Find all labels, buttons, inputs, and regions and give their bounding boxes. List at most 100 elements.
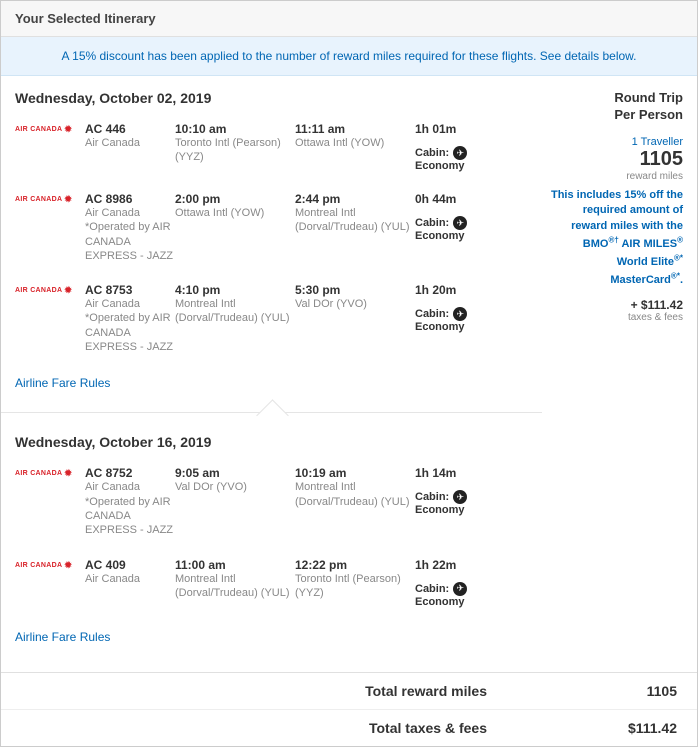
arrival-time: 12:22 pm <box>295 558 415 572</box>
total-miles-row: Total reward miles 1105 <box>1 673 697 710</box>
plane-icon: ✈ <box>453 216 467 230</box>
airline-logo-col: AIR CANADA ✹ <box>15 283 85 296</box>
reg-icon: ® <box>677 235 683 244</box>
operated-by: *Operated by AIR CANADA EXPRESS - JAZZ <box>85 220 175 263</box>
cabin-class: Economy <box>415 230 505 242</box>
fees-label: taxes & fees <box>550 312 683 323</box>
departure-col: 9:05 amVal DOr (YVO) <box>175 466 295 494</box>
arrival-col: 10:19 amMontreal Intl (Dorval/Trudeau) (… <box>295 466 415 509</box>
departure-location: Val DOr (YVO) <box>175 480 295 494</box>
total-fees-value: $111.42 <box>607 720 677 736</box>
discount-banner: A 15% discount has been applied to the n… <box>1 37 697 76</box>
duration: 1h 14m <box>415 466 505 480</box>
flight-info-col: AC 409Air Canada <box>85 558 175 586</box>
maple-leaf-icon: ✹ <box>64 124 72 135</box>
total-fees-row: Total taxes & fees $111.42 <box>1 710 697 746</box>
cabin-label: Cabin: <box>415 583 449 595</box>
airline-logo: AIR CANADA ✹ <box>15 560 85 571</box>
cabin-label: Cabin: <box>415 308 449 320</box>
departure-location: Ottawa Intl (YOW) <box>175 206 295 220</box>
trip-separator <box>1 404 542 420</box>
duration-col: 1h 22m Cabin: ✈Economy <box>415 558 505 608</box>
arrival-location: Toronto Intl (Pearson) (YYZ) <box>295 572 415 601</box>
airline-logo-col: AIR CANADA ✹ <box>15 466 85 479</box>
banner-text: A 15% discount has been applied to the n… <box>61 49 636 63</box>
airline-logo: AIR CANADA ✹ <box>15 124 85 135</box>
cabin-class: Economy <box>415 596 505 608</box>
arrival-time: 2:44 pm <box>295 192 415 206</box>
flight-segment: AIR CANADA ✹AC 8986Air Canada*Operated b… <box>15 186 528 277</box>
flight-segment: AIR CANADA ✹AC 8752Air Canada*Operated b… <box>15 460 528 551</box>
flight-info-col: AC 8753Air Canada*Operated by AIR CANADA… <box>85 283 175 354</box>
trip-type: Round Trip Per Person <box>550 90 683 124</box>
departure-col: 11:00 amMontreal Intl (Dorval/Trudeau) (… <box>175 558 295 601</box>
departure-time: 2:00 pm <box>175 192 295 206</box>
card-airmiles: AIR MILES <box>619 238 677 250</box>
flight-segment: AIR CANADA ✹AC 446Air Canada10:10 amToro… <box>15 116 528 186</box>
itinerary-container: Your Selected Itinerary A 15% discount h… <box>0 0 698 747</box>
airline-logo-col: AIR CANADA ✹ <box>15 192 85 205</box>
arrival-time: 10:19 am <box>295 466 415 480</box>
total-miles-value: 1105 <box>607 683 677 699</box>
discount-suffix: . <box>680 274 683 286</box>
plane-icon: ✈ <box>453 582 467 596</box>
maple-leaf-icon: ✹ <box>64 560 72 571</box>
plane-icon: ✈ <box>453 490 467 504</box>
trip-type-line2: Per Person <box>550 107 683 124</box>
departure-col: 4:10 pmMontreal Intl (Dorval/Trudeau) (Y… <box>175 283 295 326</box>
arrival-location: Montreal Intl (Dorval/Trudeau) (YUL) <box>295 206 415 235</box>
flight-info-col: AC 8752Air Canada*Operated by AIR CANADA… <box>85 466 175 537</box>
cabin-class: Economy <box>415 504 505 516</box>
departure-location: Montreal Intl (Dorval/Trudeau) (YUL) <box>175 572 295 601</box>
airline-logo-col: AIR CANADA ✹ <box>15 558 85 571</box>
discount-prefix: This includes 15% off the required amoun… <box>551 189 683 232</box>
summary-column: Round Trip Per Person 1 Traveller 1105 r… <box>542 76 697 672</box>
header-title: Your Selected Itinerary <box>15 11 156 26</box>
duration-col: 1h 20mCabin: ✈Economy <box>415 283 505 333</box>
plus-fees: + $111.42 <box>550 298 683 312</box>
duration-col: 1h 01mCabin: ✈Economy <box>415 122 505 172</box>
operated-by: *Operated by AIR CANADA EXPRESS - JAZZ <box>85 311 175 354</box>
departure-time: 9:05 am <box>175 466 295 480</box>
departure-time: 11:00 am <box>175 558 295 572</box>
flight-info-col: AC 8986Air Canada*Operated by AIR CANADA… <box>85 192 175 263</box>
duration: 0h 44m <box>415 192 505 206</box>
duration: 1h 01m <box>415 122 505 136</box>
departure-location: Toronto Intl (Pearson) (YYZ) <box>175 136 295 165</box>
departure-time: 10:10 am <box>175 122 295 136</box>
miles-value: 1105 <box>550 148 683 171</box>
duration: 1h 20m <box>415 283 505 297</box>
arrival-col: 5:30 pmVal DOr (YVO) <box>295 283 415 311</box>
maple-leaf-icon: ✹ <box>64 194 72 205</box>
arrival-location: Montreal Intl (Dorval/Trudeau) (YUL) <box>295 480 415 509</box>
miles-label: reward miles <box>550 171 683 182</box>
airline-name: Air Canada <box>85 136 175 150</box>
fare-rules-link[interactable]: Airline Fare Rules <box>15 622 528 658</box>
header: Your Selected Itinerary <box>1 1 697 37</box>
operated-by: *Operated by AIR CANADA EXPRESS - JAZZ <box>85 495 175 538</box>
cabin-class: Economy <box>415 321 505 333</box>
flight-number: AC 8753 <box>85 283 175 297</box>
duration: 1h 22m <box>415 558 505 572</box>
totals-section: Total reward miles 1105 Total taxes & fe… <box>1 672 697 746</box>
departure-col: 2:00 pmOttawa Intl (YOW) <box>175 192 295 220</box>
departure-location: Montreal Intl (Dorval/Trudeau) (YUL) <box>175 297 295 326</box>
flight-info-col: AC 446Air Canada <box>85 122 175 150</box>
flight-segment: AIR CANADA ✹AC 8753Air Canada*Operated b… <box>15 277 528 368</box>
airline-logo: AIR CANADA ✹ <box>15 468 85 479</box>
airline-name: Air Canada <box>85 297 175 311</box>
maple-leaf-icon: ✹ <box>64 468 72 479</box>
duration-col: 1h 14mCabin: ✈Economy <box>415 466 505 516</box>
flight-number: AC 409 <box>85 558 175 572</box>
duration-col: 0h 44m Cabin: ✈Economy <box>415 192 505 242</box>
departure-col: 10:10 amToronto Intl (Pearson) (YYZ) <box>175 122 295 165</box>
total-miles-label: Total reward miles <box>365 683 487 699</box>
arrival-col: 12:22 pmToronto Intl (Pearson) (YYZ) <box>295 558 415 601</box>
arrival-time: 11:11 am <box>295 122 415 136</box>
cabin-label: Cabin: <box>415 217 449 229</box>
flight-number: AC 8986 <box>85 192 175 206</box>
plane-icon: ✈ <box>453 146 467 160</box>
arrival-location: Ottawa Intl (YOW) <box>295 136 415 150</box>
main-content: Wednesday, October 02, 2019AIR CANADA ✹A… <box>1 76 697 672</box>
departure-time: 4:10 pm <box>175 283 295 297</box>
